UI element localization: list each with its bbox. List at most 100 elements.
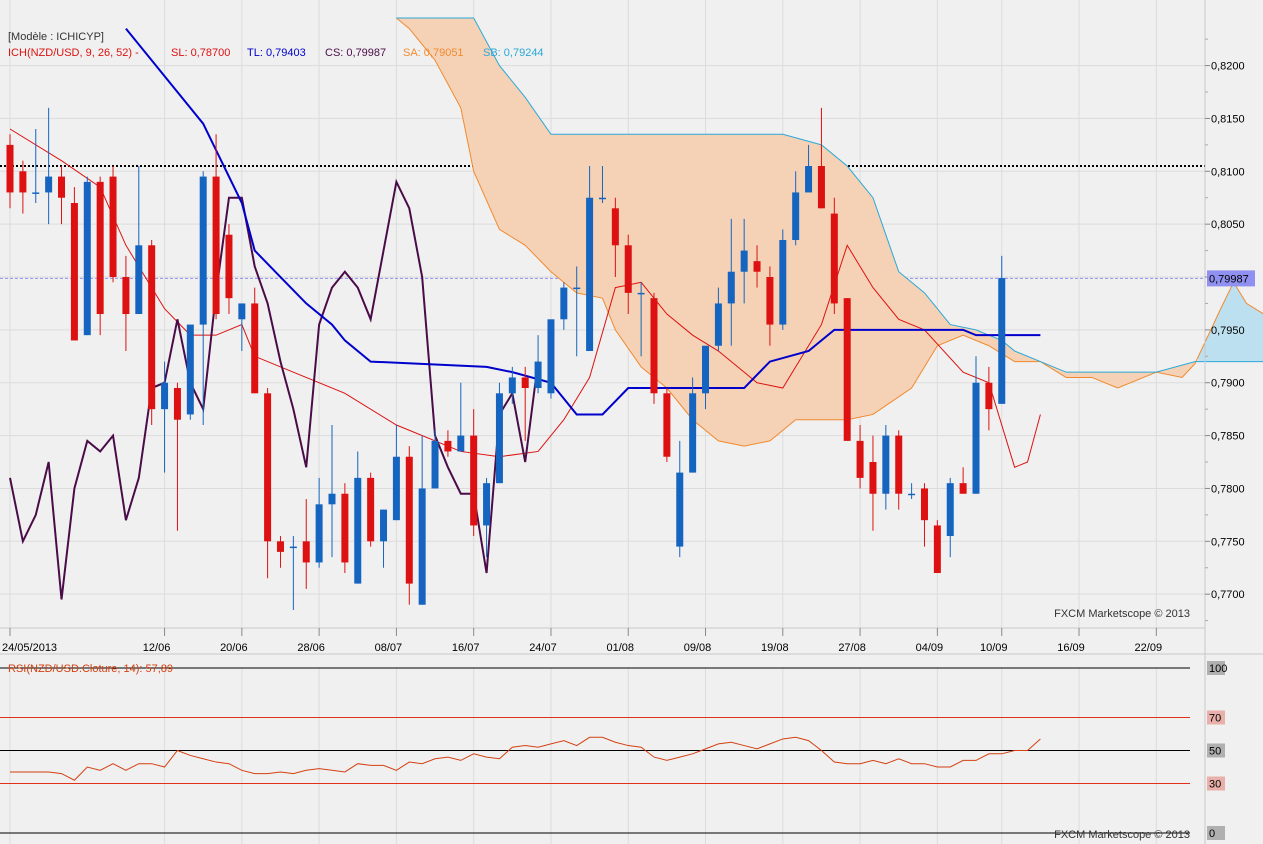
bullish-candle — [135, 245, 143, 315]
rsi-watermark: FXCM Marketscope © 2013 — [1054, 829, 1190, 841]
bearish-candle — [367, 477, 375, 542]
bearish-candle — [830, 213, 838, 304]
axes: 0,7700 0,7750 0,7800 0,7850 0,7900 0,7950 0,80… — [2, 38, 1245, 840]
bullish-candle — [186, 324, 194, 415]
tenkan-label: TL: 0,79403 — [247, 47, 306, 59]
bearish-candle — [959, 483, 967, 494]
bearish-candle — [148, 245, 156, 410]
rsi-plot-area[interactable] — [0, 660, 1205, 844]
bearish-candle — [856, 440, 864, 478]
rsi-level-tag — [1207, 826, 1225, 840]
bullish-candle — [740, 250, 748, 272]
current-price-tag — [1207, 270, 1255, 287]
rsi-tick-label: 100 — [1209, 663, 1227, 675]
price-tick-label: 0,7900 — [1211, 378, 1245, 390]
bullish-candle — [908, 493, 916, 496]
rsi-tick-label: 0 — [1209, 828, 1215, 840]
rsi-tick-label: 50 — [1209, 746, 1221, 758]
bullish-candle — [805, 166, 813, 193]
bullish-candle — [431, 440, 439, 489]
bullish-candle — [998, 278, 1006, 404]
bullish-candle — [534, 361, 542, 389]
bearish-candle — [843, 298, 851, 441]
bearish-candle — [58, 176, 66, 198]
bearish-candle — [122, 277, 130, 315]
rsi-level-tag — [1207, 743, 1225, 758]
rsi-level-tag — [1207, 710, 1225, 725]
date-tick-label: 27/08 — [838, 642, 866, 654]
bullish-candle — [315, 504, 323, 563]
rsi-tick-label: 70 — [1209, 713, 1221, 725]
bullish-candle — [779, 240, 787, 325]
price-tick-label: 0,7950 — [1211, 325, 1245, 337]
bearish-candle — [663, 393, 671, 457]
bearish-candle — [521, 377, 529, 389]
date-tick-label: 28/06 — [297, 642, 325, 654]
bullish-candle — [418, 488, 426, 605]
bullish-candle — [560, 287, 568, 320]
bearish-candle — [96, 181, 104, 315]
bullish-candle — [573, 287, 581, 290]
date-tick-label: 20/06 — [220, 642, 248, 654]
tenkan-line — [125, 27, 1041, 416]
bearish-candle — [6, 144, 14, 193]
bearish-candle — [869, 462, 877, 494]
bearish-candle — [444, 440, 452, 452]
date-tick-label: 16/09 — [1057, 642, 1085, 654]
date-tick-label: 24/05/2013 — [2, 642, 57, 654]
chikou-label: CS: 0,79987 — [325, 47, 386, 59]
date-tick-label: 09/08 — [684, 642, 712, 654]
bullish-candle — [45, 176, 53, 193]
bullish-candle — [457, 435, 465, 452]
bearish-candle — [341, 493, 349, 563]
senkou-b-label: SB: 0,79244 — [483, 47, 544, 59]
date-tick-label: 12/06 — [143, 642, 171, 654]
bullish-candle — [714, 303, 722, 346]
bearish-candle — [624, 245, 632, 293]
price-tick-label: 0,8100 — [1211, 166, 1245, 178]
bearish-candle — [70, 203, 78, 341]
bearish-candle — [933, 525, 941, 574]
bearish-candle — [264, 393, 272, 542]
bullish-candle — [792, 192, 800, 241]
bullish-candle — [882, 435, 890, 494]
bearish-candle — [470, 435, 478, 526]
model-label: [Modèle : ICHICYP] — [8, 31, 104, 43]
date-tick-label: 10/09 — [980, 642, 1008, 654]
rsi-level-tag — [1207, 776, 1225, 791]
rsi-tick-label: 30 — [1209, 779, 1221, 791]
bullish-candle — [161, 382, 169, 410]
rsi-level-tag — [1207, 661, 1225, 675]
date-tick-label: 16/07 — [452, 642, 480, 654]
price-tick-label: 0,7800 — [1211, 483, 1245, 495]
bearish-candle — [817, 166, 825, 209]
bullish-candle — [972, 382, 980, 494]
bullish-candle — [328, 493, 336, 505]
date-tick-label: 22/09 — [1135, 642, 1163, 654]
bearish-candle — [109, 176, 117, 278]
bullish-candle — [354, 477, 362, 584]
rsi-series-line — [10, 736, 1041, 781]
bullish-candle — [547, 319, 555, 394]
price-tick-label: 0,7750 — [1211, 536, 1245, 548]
senkou-a-label: SA: 0,79051 — [403, 47, 464, 59]
bearish-candle — [920, 488, 928, 521]
bearish-candle — [985, 382, 993, 410]
rsi-line — [10, 736, 1041, 781]
date-tick-label: 24/07 — [529, 642, 557, 654]
bearish-candle — [212, 176, 220, 315]
bullish-candle — [238, 303, 246, 320]
bullish-candle — [702, 345, 710, 394]
bearish-candle — [650, 298, 658, 394]
main-plot-area[interactable] — [0, 0, 1205, 628]
main-watermark: FXCM Marketscope © 2013 — [1054, 608, 1190, 620]
bullish-candle — [946, 483, 954, 537]
price-tick-label: 0,8150 — [1211, 113, 1245, 125]
bullish-candle — [380, 509, 388, 542]
bullish-candle — [32, 192, 40, 194]
price-tick-label: 0,8050 — [1211, 219, 1245, 231]
bearish-candle — [405, 456, 413, 584]
rsi-gridlines — [0, 667, 1190, 844]
bullish-candle — [586, 197, 594, 352]
